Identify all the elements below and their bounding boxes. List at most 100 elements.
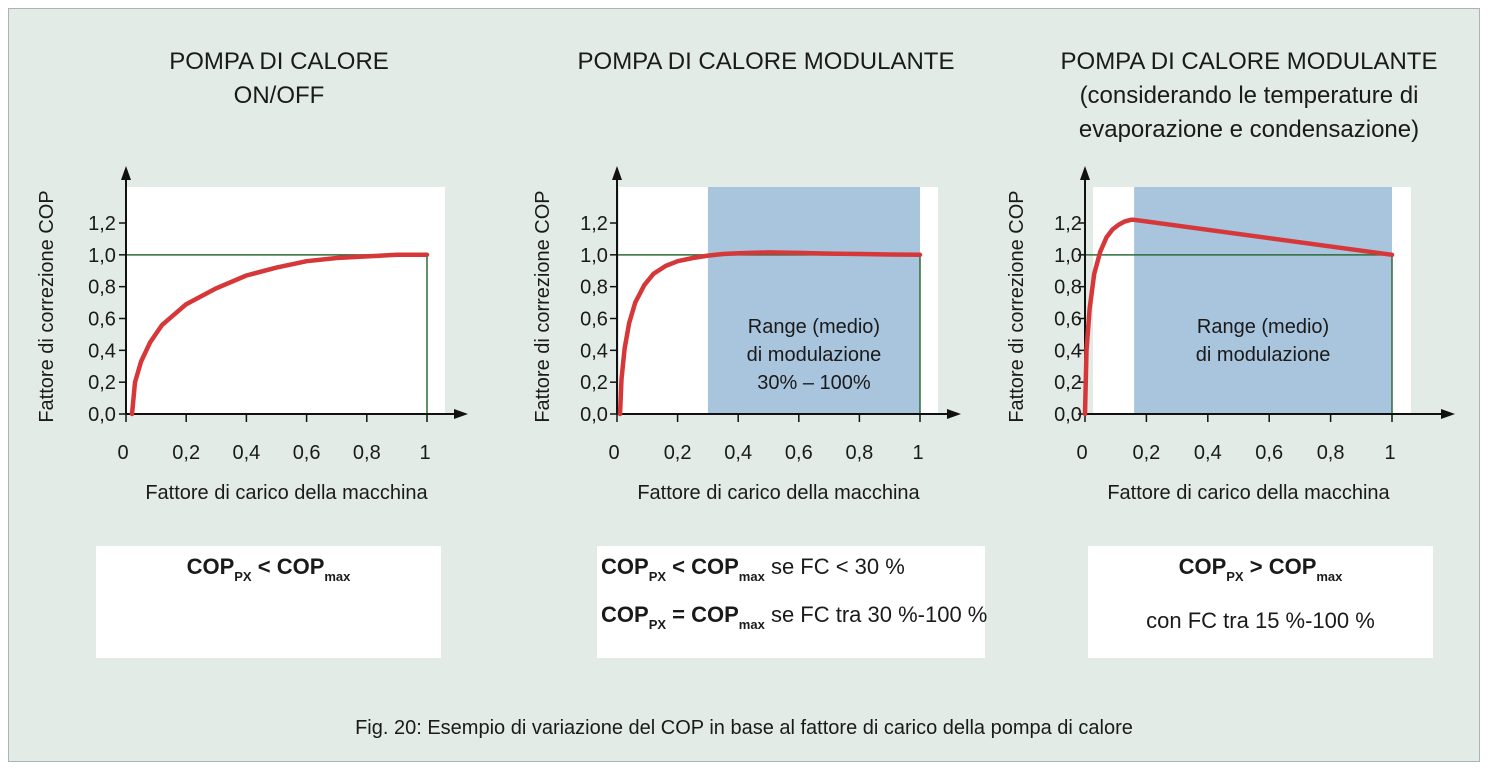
formula-term: = [666, 602, 692, 627]
cop-subscript: max [738, 617, 765, 632]
chart-2-modulation-range [707, 187, 920, 414]
chart-2-xtick-label-5: 1 [912, 442, 923, 464]
chart-3-ytick-label-2: 0,4 [1054, 340, 1082, 362]
chart-1-xtick-label-4: 0,8 [353, 442, 381, 464]
chart-3-title-line-1: POMPA DI CALORE MODULANTE [1061, 48, 1438, 75]
formula-text: con FC tra 15 %-100 % [1146, 608, 1375, 633]
formula-3-row-2: con FC tra 15 %-100 % [1088, 608, 1433, 634]
chart-3-ytick-label-4: 0,8 [1054, 277, 1082, 299]
chart-2-xtick-label-4: 0,8 [845, 442, 873, 464]
chart-2-cop-curve [617, 250, 923, 417]
chart-3-ytick-label-3: 0,6 [1054, 309, 1082, 331]
chart-3-ytick-label-5: 1,0 [1054, 245, 1082, 267]
chart-2-range-label-line-1: Range (medio) [748, 316, 880, 338]
chart-1-ytick-label-6: 1,2 [88, 213, 116, 235]
chart-2-ytick-label-2: 0,4 [580, 340, 608, 362]
chart-3-xtick-label-1: 0,2 [1132, 442, 1160, 464]
chart-1-xtick-label-1: 0,2 [172, 442, 200, 464]
formula-text: < [666, 554, 691, 579]
cop-symbol: COPmax [277, 554, 351, 584]
chart-1-xtick-label-0: 0 [117, 442, 128, 464]
chart-2-range-label-line-2: di modulazione [747, 344, 882, 366]
cop-subscript: PX [648, 617, 667, 632]
chart-3-ytick-label-6: 1,2 [1054, 213, 1082, 235]
formula-term: < [666, 554, 692, 579]
cop-symbol: COPmax [1268, 554, 1343, 584]
cop-symbol: COPPX [601, 554, 666, 584]
chart-3-title-line-3: evaporazione e condensazione) [1079, 116, 1419, 143]
chart-2-y-axis-arrow [612, 166, 622, 180]
formula-term: COP [691, 602, 739, 627]
formula-2-row-2: COPPX = COPmax se FC tra 30 %-100 % [597, 602, 987, 632]
figure-panel: POMPA DI CALORE ON/OFF 0,0 0,2 0,4 0,6 0,8 1,0 1… [8, 8, 1480, 762]
cop-subscript: max [1316, 569, 1343, 584]
chart-1-ytick-label-2: 0,4 [88, 340, 116, 362]
chart-2-ytick-label-6: 1,2 [580, 213, 608, 235]
chart-3-y-axis-label: Fattore di correzione COP [1006, 190, 1028, 422]
cop-symbol: COPmax [691, 602, 765, 632]
cop-symbol: COPPX [601, 602, 666, 632]
cop-symbol: COPPX [186, 554, 252, 584]
formula-3-row-1: COPPX > COPmax [1088, 554, 1433, 584]
chart-3-ytick-label-1: 0,2 [1054, 372, 1082, 394]
chart-1-xtick-label-2: 0,4 [232, 442, 260, 464]
chart-1-cop-curve [129, 252, 430, 417]
chart-1-ytick-label-0: 0,0 [88, 404, 116, 426]
chart-2-y-axis-label: Fattore di correzione COP [532, 190, 554, 422]
chart-2-range-label-line-3: 30% – 100% [757, 372, 871, 394]
chart-1-y-axis-arrow [121, 166, 131, 180]
chart-2-ytick-label-1: 0,2 [580, 372, 608, 394]
chart-3-xtick-label-2: 0,4 [1194, 442, 1222, 464]
formula-text: = [666, 602, 691, 627]
chart-1-xtick-label-3: 0,6 [293, 442, 321, 464]
chart-3-range-label-line-1: Range (medio) [1197, 316, 1329, 338]
formula-term: COP [601, 554, 649, 579]
formula-text: > [1244, 554, 1269, 579]
formula-term: < [251, 554, 277, 579]
chart-2-ytick-label-0: 0,0 [580, 404, 608, 426]
chart-2-ytick-label-4: 0,8 [580, 277, 608, 299]
chart-1-plot-area [127, 187, 445, 414]
chart-3-cop-curve [1082, 217, 1395, 417]
chart-2-ytick-label-5: 1,0 [580, 245, 608, 267]
chart-2-ytick-label-3: 0,6 [580, 309, 608, 331]
chart-2-xtick-label-1: 0,2 [664, 442, 692, 464]
chart-1-ytick-label-5: 1,0 [88, 245, 116, 267]
chart-3-x-axis-label: Fattore di carico della macchina [1107, 482, 1390, 504]
chart-3-xtick-label-5: 1 [1384, 442, 1395, 464]
chart-3-y-axis-arrow [1080, 166, 1090, 180]
formula-box-modulante: COPPX < COPmax se FC < 30 % COPPX = COPma… [597, 546, 987, 658]
formula-1-row-1: COPPX < COPmax [96, 554, 441, 584]
chart-2-xtick-label-3: 0,6 [785, 442, 813, 464]
formula-term: > [1243, 554, 1269, 579]
chart-1-title-line-1: POMPA DI CALORE [169, 48, 389, 75]
chart-1-x-axis-arrow [454, 409, 468, 419]
chart-1-x-axis-label: Fattore di carico della macchina [145, 482, 428, 504]
formula-term: COP [186, 554, 235, 579]
chart-3-xtick-label-3: 0,6 [1255, 442, 1283, 464]
chart-1-title-line-2: ON/OFF [234, 82, 325, 109]
chart-2-x-axis-label: Fattore di carico della macchina [637, 482, 920, 504]
chart-2-title-line-1: POMPA DI CALORE MODULANTE [578, 48, 955, 75]
chart-1-ytick-label-1: 0,2 [88, 372, 116, 394]
formula-term: COP [1178, 554, 1227, 579]
formula-box-modulante-temp: COPPX > COPmax con FC tra 15 %-100 % [1088, 546, 1433, 658]
chart-3-modulation-range [1134, 187, 1392, 414]
formula-text: se FC < 30 % [764, 554, 905, 579]
chart-2-xtick-label-0: 0 [608, 442, 619, 464]
cop-subscript: PX [648, 569, 667, 584]
formula-term: COP [1268, 554, 1317, 579]
cop-symbol: COPmax [691, 554, 765, 584]
chart-3-x-axis-arrow [1441, 409, 1455, 419]
cop-symbol: COPPX [1178, 554, 1244, 584]
cop-subscript: PX [234, 569, 252, 584]
chart-3-xtick-label-0: 0 [1076, 442, 1087, 464]
chart-3-ytick-label-0: 0,0 [1054, 404, 1082, 426]
formula-2-row-1: COPPX < COPmax se FC < 30 % [597, 554, 985, 584]
chart-2-x-axis-arrow [947, 409, 961, 419]
cop-subscript: max [738, 569, 765, 584]
chart-1-xtick-label-5: 1 [419, 442, 430, 464]
chart-1-ytick-label-4: 0,8 [88, 277, 116, 299]
chart-1-y-axis-label: Fattore di correzione COP [36, 190, 58, 422]
charts-canvas: POMPA DI CALORE ON/OFF 0,0 0,2 0,4 0,6 0,8 1,0 1… [36, 48, 1455, 504]
